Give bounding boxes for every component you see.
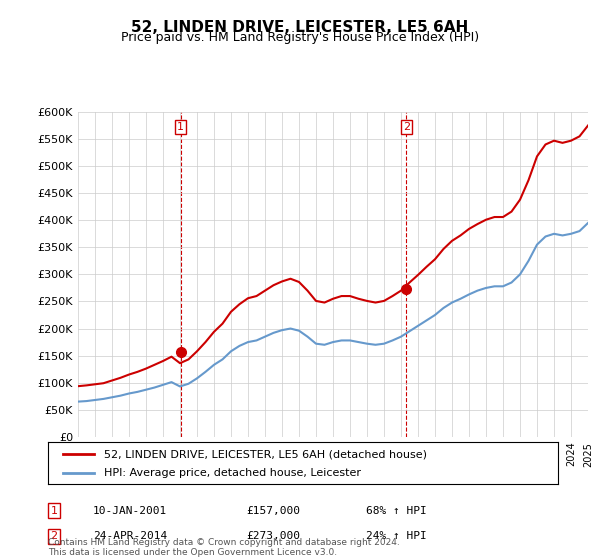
Text: 10-JAN-2001: 10-JAN-2001: [93, 506, 167, 516]
Text: 24-APR-2014: 24-APR-2014: [93, 531, 167, 542]
Text: 24% ↑ HPI: 24% ↑ HPI: [366, 531, 427, 542]
Text: 52, LINDEN DRIVE, LEICESTER, LE5 6AH: 52, LINDEN DRIVE, LEICESTER, LE5 6AH: [131, 20, 469, 35]
Text: HPI: Average price, detached house, Leicester: HPI: Average price, detached house, Leic…: [104, 468, 361, 478]
Text: Contains HM Land Registry data © Crown copyright and database right 2024.
This d: Contains HM Land Registry data © Crown c…: [48, 538, 400, 557]
Text: 1: 1: [177, 122, 184, 132]
Text: 2: 2: [50, 531, 58, 542]
Text: 1: 1: [50, 506, 58, 516]
Text: 2: 2: [403, 122, 410, 132]
Text: 68% ↑ HPI: 68% ↑ HPI: [366, 506, 427, 516]
Text: £273,000: £273,000: [246, 531, 300, 542]
Text: 52, LINDEN DRIVE, LEICESTER, LE5 6AH (detached house): 52, LINDEN DRIVE, LEICESTER, LE5 6AH (de…: [104, 449, 427, 459]
Text: £157,000: £157,000: [246, 506, 300, 516]
Text: Price paid vs. HM Land Registry's House Price Index (HPI): Price paid vs. HM Land Registry's House …: [121, 31, 479, 44]
